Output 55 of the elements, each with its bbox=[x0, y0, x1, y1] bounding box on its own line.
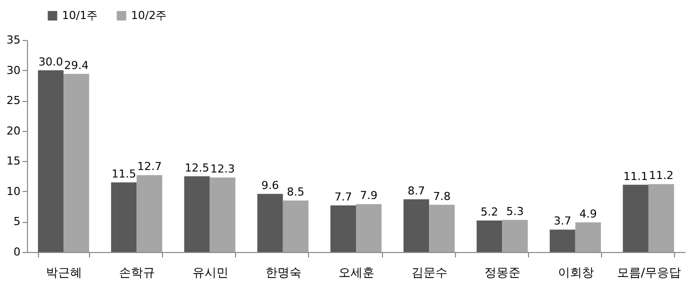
data-label: 11.2 bbox=[648, 169, 674, 182]
y-tick-label: 15 bbox=[6, 154, 20, 168]
legend-label: 10/1주 bbox=[62, 8, 98, 22]
x-tick-label: 김문수 bbox=[412, 266, 448, 280]
y-tick-label: 10 bbox=[6, 184, 20, 198]
bar bbox=[502, 220, 528, 252]
bar bbox=[648, 184, 674, 252]
x-tick-label: 한명숙 bbox=[265, 266, 302, 280]
data-label: 11.5 bbox=[112, 167, 136, 180]
data-label: 7.9 bbox=[360, 189, 378, 202]
bar bbox=[429, 204, 455, 252]
x-tick-label: 오세훈 bbox=[338, 266, 374, 280]
data-label: 7.8 bbox=[433, 190, 451, 203]
y-tick-label: 5 bbox=[14, 215, 20, 228]
data-label: 4.9 bbox=[579, 207, 597, 220]
data-label: 3.7 bbox=[554, 214, 572, 228]
bar bbox=[111, 182, 137, 252]
data-label: 9.6 bbox=[261, 178, 279, 192]
data-label: 8.7 bbox=[408, 184, 426, 198]
bar bbox=[622, 184, 648, 252]
bar bbox=[64, 74, 90, 252]
bar bbox=[257, 194, 283, 252]
bar bbox=[330, 205, 356, 252]
x-tick-label: 박근혜 bbox=[46, 266, 82, 280]
data-label: 12.7 bbox=[137, 160, 162, 174]
data-label: 7.7 bbox=[334, 190, 352, 204]
data-label: 30.0 bbox=[38, 55, 64, 68]
x-tick-label: 손학규 bbox=[119, 266, 156, 280]
data-label: 12.3 bbox=[210, 162, 235, 176]
bar bbox=[575, 222, 601, 252]
data-label: 5.3 bbox=[506, 204, 524, 218]
x-tick-label: 유시민 bbox=[192, 266, 228, 280]
bar bbox=[404, 199, 430, 252]
x-tick-label: 이회창 bbox=[558, 266, 594, 280]
bar bbox=[38, 70, 64, 252]
data-label: 5.2 bbox=[480, 206, 498, 219]
bar bbox=[282, 200, 308, 252]
bar bbox=[136, 175, 162, 252]
bar bbox=[476, 220, 502, 252]
bar bbox=[356, 204, 382, 252]
data-label: 11.1 bbox=[623, 170, 648, 183]
y-tick-label: 20 bbox=[6, 124, 20, 138]
data-label: 29.4 bbox=[64, 58, 89, 72]
legend-label: 10/2주 bbox=[131, 8, 167, 22]
bar bbox=[210, 177, 236, 252]
x-tick-label: 모름/무응답 bbox=[616, 266, 681, 280]
y-tick-label: 25 bbox=[6, 94, 20, 108]
bar bbox=[550, 230, 576, 252]
y-tick-label: 30 bbox=[6, 64, 20, 77]
y-tick-label: 0 bbox=[14, 246, 20, 258]
data-label: 12.5 bbox=[184, 161, 210, 174]
bar bbox=[184, 176, 210, 252]
data-label: 8.5 bbox=[286, 186, 304, 199]
y-tick-label: 35 bbox=[6, 34, 20, 46]
x-tick-label: 정몽준 bbox=[484, 266, 521, 280]
